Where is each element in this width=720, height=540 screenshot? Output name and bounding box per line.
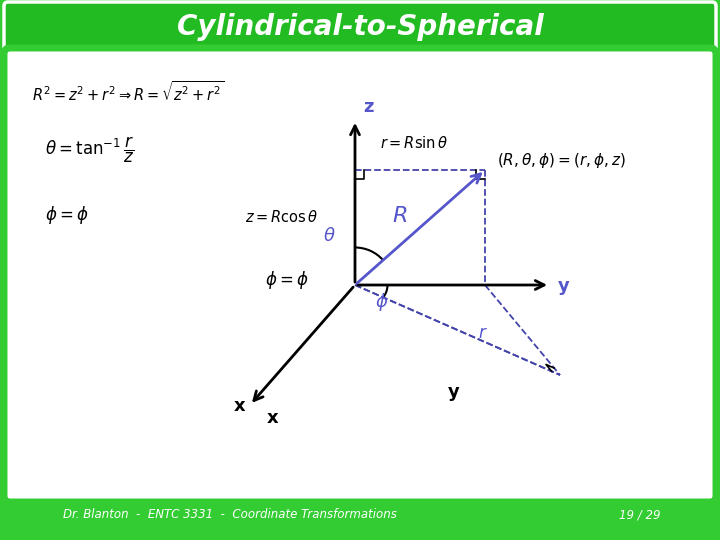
Text: $\theta$: $\theta$ bbox=[323, 227, 336, 245]
Text: $\theta = \tan^{-1}\dfrac{r}{z}$: $\theta = \tan^{-1}\dfrac{r}{z}$ bbox=[45, 135, 135, 165]
Text: x: x bbox=[234, 397, 246, 415]
Text: $z = R\cos\theta$: $z = R\cos\theta$ bbox=[245, 210, 318, 226]
Text: $\phi$: $\phi$ bbox=[375, 291, 388, 313]
Text: x: x bbox=[267, 409, 279, 427]
Text: $R$: $R$ bbox=[392, 206, 408, 226]
Text: y: y bbox=[448, 383, 459, 401]
Text: $r = R\sin\theta$: $r = R\sin\theta$ bbox=[380, 135, 448, 151]
Text: $(R, \theta, \phi) = (r, \phi, z)$: $(R, \theta, \phi) = (r, \phi, z)$ bbox=[497, 151, 626, 170]
Text: z: z bbox=[363, 98, 374, 116]
Text: $\phi = \phi$: $\phi = \phi$ bbox=[265, 269, 309, 291]
Text: 19 / 29: 19 / 29 bbox=[619, 509, 661, 522]
Text: $r$: $r$ bbox=[477, 324, 487, 342]
Text: $\phi = \phi$: $\phi = \phi$ bbox=[45, 204, 89, 226]
Text: Dr. Blanton  -  ENTC 3331  -  Coordinate Transformations: Dr. Blanton - ENTC 3331 - Coordinate Tra… bbox=[63, 509, 397, 522]
Text: Cylindrical-to-Spherical: Cylindrical-to-Spherical bbox=[176, 13, 544, 41]
FancyBboxPatch shape bbox=[4, 2, 716, 54]
Text: y: y bbox=[558, 277, 570, 295]
FancyBboxPatch shape bbox=[4, 48, 716, 502]
Text: $R^2 = z^2 + r^2 \Rightarrow R = \sqrt{z^2 + r^2}$: $R^2 = z^2 + r^2 \Rightarrow R = \sqrt{z… bbox=[32, 80, 225, 104]
